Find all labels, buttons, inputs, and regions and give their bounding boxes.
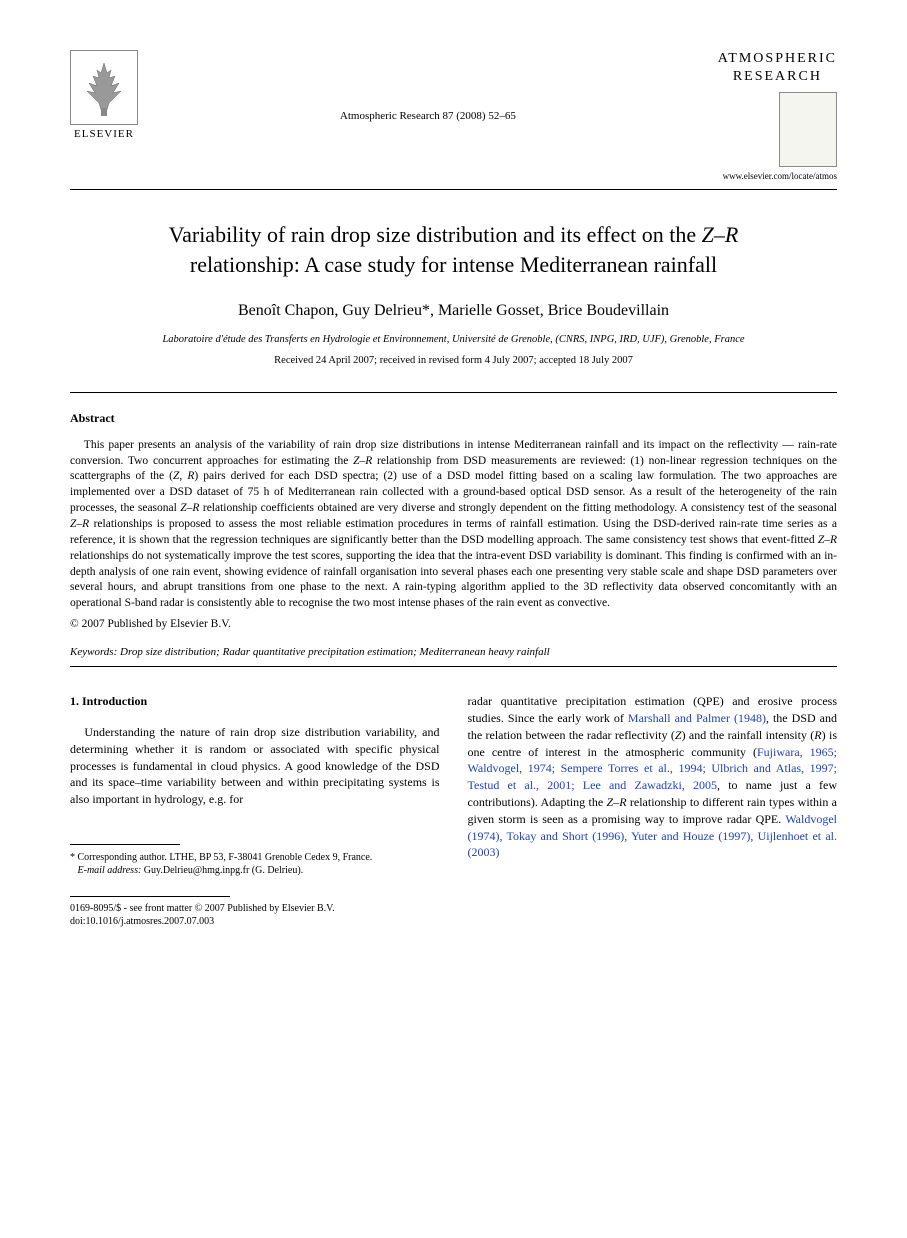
title-ital-z: Z	[702, 222, 714, 247]
journal-block: ATMOSPHERIC RESEARCH www.elsevier.com/lo…	[718, 50, 837, 181]
abstract-heading: Abstract	[70, 411, 837, 426]
authors: Benoît Chapon, Guy Delrieu*, Marielle Go…	[70, 302, 837, 320]
abstract-copyright: © 2007 Published by Elsevier B.V.	[70, 618, 837, 630]
publisher-block: ELSEVIER	[70, 50, 138, 140]
c2-z: Z	[675, 728, 682, 742]
header-divider	[70, 189, 837, 190]
title-ital-r: R	[725, 222, 738, 247]
keywords-text: Drop size distribution; Radar quantitati…	[117, 646, 549, 658]
c2-t3: ) and the rainfall intensity (	[682, 728, 815, 742]
c2-r: R	[814, 728, 821, 742]
journal-url: www.elsevier.com/locate/atmos	[723, 171, 837, 181]
abstract-divider-bottom	[70, 666, 837, 667]
abs-zr4: Z–R	[818, 534, 837, 546]
abs-zr1: Z–R	[353, 455, 372, 467]
keywords-label: Keywords:	[70, 646, 117, 658]
left-column: 1. Introduction Understanding the nature…	[70, 693, 440, 929]
email-label: E-mail address:	[78, 865, 142, 876]
section-1-heading: 1. Introduction	[70, 693, 440, 710]
publisher-name: ELSEVIER	[74, 128, 134, 140]
journal-name: ATMOSPHERIC RESEARCH	[718, 50, 837, 86]
journal-header: ELSEVIER Atmospheric Research 87 (2008) …	[70, 50, 837, 181]
corr-text: Corresponding author. LTHE, BP 53, F-380…	[75, 852, 372, 863]
affiliation: Laboratoire d'étude des Transferts en Hy…	[70, 334, 837, 345]
title-dash: –	[714, 222, 725, 247]
keywords: Keywords: Drop size distribution; Radar …	[70, 646, 837, 658]
footnote-rule	[70, 844, 180, 845]
article-dates: Received 24 April 2007; received in revi…	[70, 355, 837, 366]
abstract-divider-top	[70, 392, 837, 393]
email-address[interactable]: Guy.Delrieu@hmg.inpg.fr	[141, 865, 249, 876]
abstract-body: This paper presents an analysis of the v…	[70, 438, 837, 612]
abs-zr3: Z–R	[70, 518, 89, 530]
journal-reference: Atmospheric Research 87 (2008) 52–65	[138, 50, 718, 122]
article-title: Variability of rain drop size distributi…	[70, 220, 837, 279]
abs-t7: relationships do not systematically impr…	[70, 550, 837, 610]
journal-cover-thumbnail	[779, 92, 837, 167]
c2-zr: Z–R	[607, 795, 627, 809]
title-part2: relationship: A case study for intense M…	[190, 252, 717, 277]
cite-marshall-palmer[interactable]: Marshall and Palmer (1948)	[628, 711, 766, 725]
abs-t5: relationship coefficients obtained are v…	[199, 502, 837, 514]
body-columns: 1. Introduction Understanding the nature…	[70, 693, 837, 929]
journal-name-line1: ATMOSPHERIC	[718, 51, 837, 66]
title-part1: Variability of rain drop size distributi…	[169, 222, 702, 247]
right-column: radar quantitative precipitation estimat…	[468, 693, 838, 929]
intro-para-2: radar quantitative precipitation estimat…	[468, 693, 838, 861]
front-matter-line: 0169-8095/$ - see front matter © 2007 Pu…	[70, 902, 440, 916]
corresponding-author-footnote: * Corresponding author. LTHE, BP 53, F-3…	[70, 851, 440, 865]
elsevier-tree-logo	[70, 50, 138, 125]
email-footnote: E-mail address: Guy.Delrieu@hmg.inpg.fr …	[70, 864, 440, 878]
intro-para-1: Understanding the nature of rain drop si…	[70, 724, 440, 808]
footer-rule	[70, 896, 230, 897]
abs-zr2: Z–R	[180, 502, 199, 514]
abs-t6: relationships is proposed to assess the …	[70, 518, 837, 546]
elsevier-tree-icon	[79, 58, 129, 118]
email-suffix: (G. Delrieu).	[249, 865, 303, 876]
journal-name-line2: RESEARCH	[733, 69, 822, 84]
doi-line: doi:10.1016/j.atmosres.2007.07.003	[70, 915, 440, 929]
